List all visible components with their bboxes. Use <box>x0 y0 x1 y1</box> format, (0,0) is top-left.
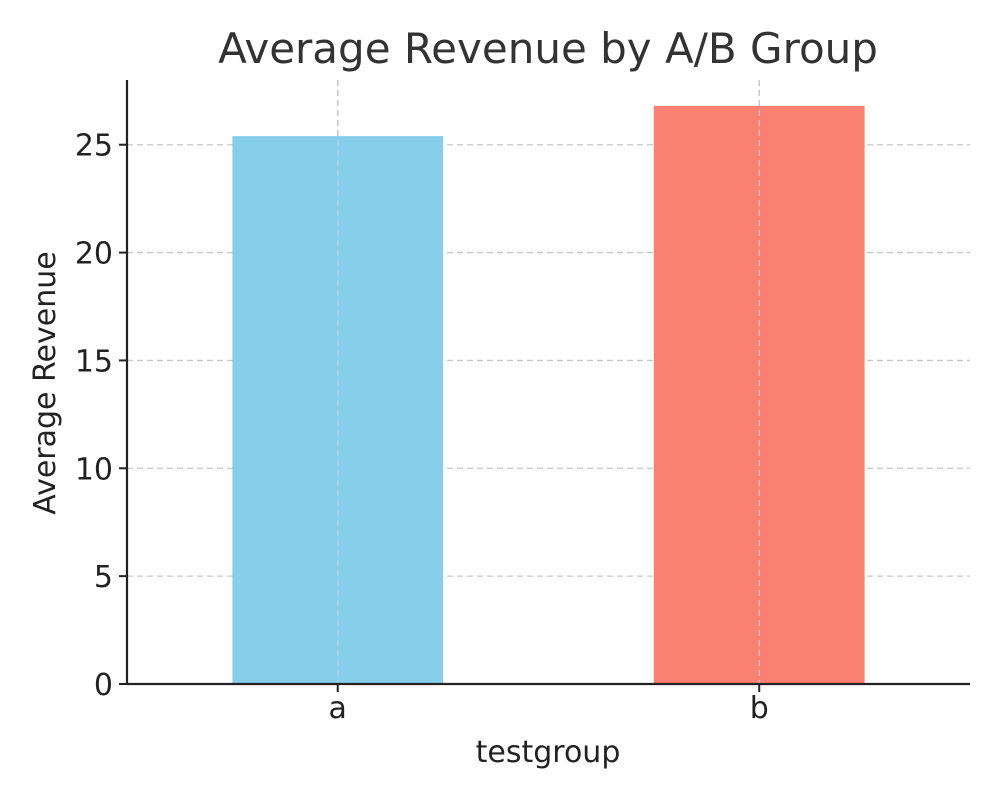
chart-title: Average Revenue by A/B Group <box>218 24 878 73</box>
axes-layer <box>125 80 970 686</box>
y-tick-label: 15 <box>75 344 113 379</box>
y-tick-label: 20 <box>75 237 113 272</box>
ticks-layer: 0 5 10 15 20 25 a b <box>75 129 769 726</box>
bars-layer <box>232 80 865 685</box>
x-tick-label: a <box>329 691 347 726</box>
x-axis-label: testgroup <box>476 735 621 770</box>
y-tick-label: 25 <box>75 129 113 164</box>
y-axis-label: Average Revenue <box>28 251 63 514</box>
x-tick-label: b <box>750 691 769 726</box>
y-tick-label: 10 <box>75 452 113 487</box>
y-tick-label: 0 <box>94 668 113 703</box>
y-tick-label: 5 <box>94 560 113 595</box>
